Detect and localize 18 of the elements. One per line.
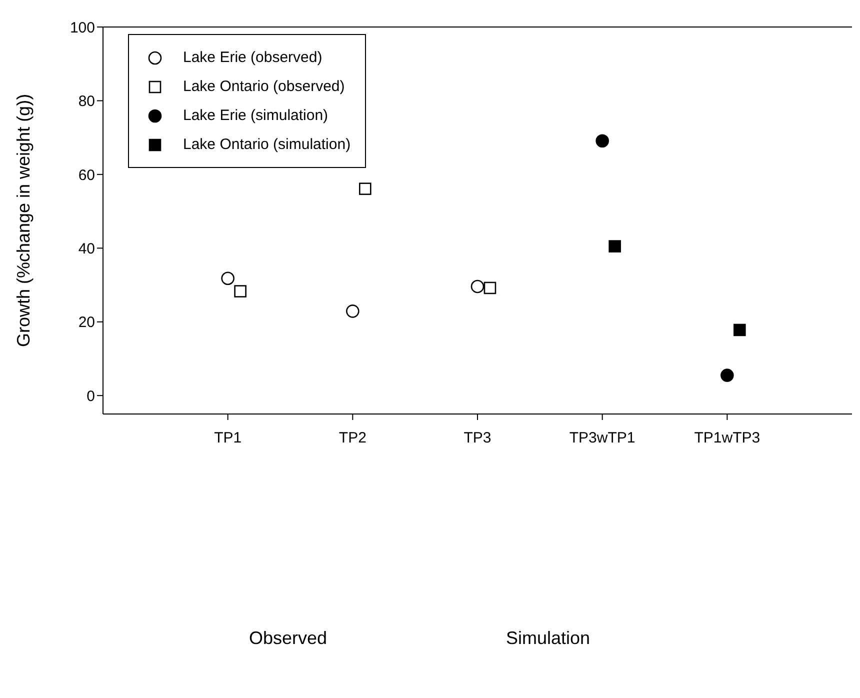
x-tick-label: TP3 xyxy=(464,430,492,447)
legend-label: Lake Erie (simulation) xyxy=(183,107,328,124)
y-tick-label: 40 xyxy=(78,240,95,258)
x-tick-label: TP2 xyxy=(338,430,366,447)
text: Simulation xyxy=(506,628,590,649)
x-tick-label: TP1 xyxy=(214,430,242,447)
y-tick-label: 0 xyxy=(86,388,95,405)
legend-label: Lake Ontario (simulation) xyxy=(183,136,351,153)
legend-label: Lake Ontario (observed) xyxy=(183,78,345,95)
x-tick-label: TP1wTP3 xyxy=(694,430,760,447)
y-tick-label: 80 xyxy=(78,93,95,110)
y-tick-label: 20 xyxy=(78,314,95,332)
text: Observed xyxy=(248,628,328,649)
legend-label: Lake Erie (observed) xyxy=(183,49,322,66)
y-tick-label: 60 xyxy=(78,166,95,184)
y-axis-title: Growth (%change in weight (g)) xyxy=(13,94,34,348)
y-tick-label: 100 xyxy=(70,19,95,36)
x-tick-label: TP3wTP1 xyxy=(569,430,636,447)
